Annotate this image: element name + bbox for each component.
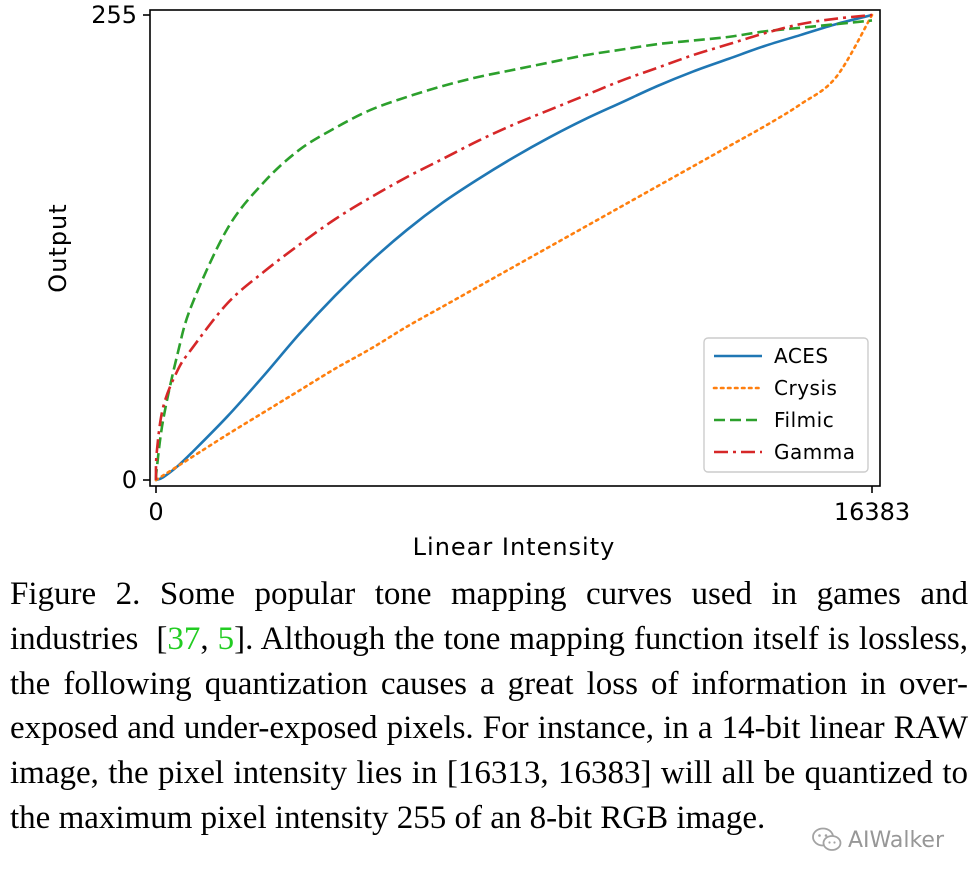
caption-cite-close: ]. xyxy=(234,620,254,657)
series-lines xyxy=(154,13,874,482)
series-line-crysis xyxy=(154,13,874,482)
caption-label: Figure 2. xyxy=(10,576,141,612)
series-line-aces xyxy=(154,13,873,482)
x-tick-label: 16383 xyxy=(834,498,910,526)
y-axis-label: Output xyxy=(44,203,72,292)
caption-text-1: Some popular tone mapping curves used in… xyxy=(10,576,969,657)
y-tick-label: 255 xyxy=(91,1,137,29)
x-tick-label: 0 xyxy=(148,498,163,526)
legend-label-aces: ACES xyxy=(774,344,829,368)
wechat-icon xyxy=(812,827,842,851)
legend-label-crysis: Crysis xyxy=(774,376,837,400)
series-line-filmic xyxy=(154,19,873,481)
caption-cite-open: [ xyxy=(156,620,168,657)
legend-label-gamma: Gamma xyxy=(774,440,855,464)
tone-mapping-chart: 0 16383 0 255 Output Linear Intensity ACES C… xyxy=(44,1,910,561)
figure-caption: Figure 2. Some popular tone mapping curv… xyxy=(10,572,968,841)
caption-text-2: Although the tone mapping function itsel… xyxy=(10,620,969,836)
caption-cite-sep: , xyxy=(200,620,218,657)
legend: ACES Crysis Filmic Gamma xyxy=(703,337,869,473)
legend-label-filmic: Filmic xyxy=(774,408,834,432)
axis-ticks: 0 16383 0 255 xyxy=(91,1,910,526)
series-line-gamma xyxy=(154,13,873,481)
citation-link-5[interactable]: 5 xyxy=(217,620,235,657)
legend-box xyxy=(703,337,869,473)
watermark: AIWalker xyxy=(812,822,962,858)
watermark-text: AIWalker xyxy=(848,827,945,853)
y-tick-label: 0 xyxy=(122,466,137,494)
x-axis-label: Linear Intensity xyxy=(413,533,616,561)
plot-area-frame xyxy=(149,9,881,487)
citation-link-37[interactable]: 37 xyxy=(167,620,201,657)
